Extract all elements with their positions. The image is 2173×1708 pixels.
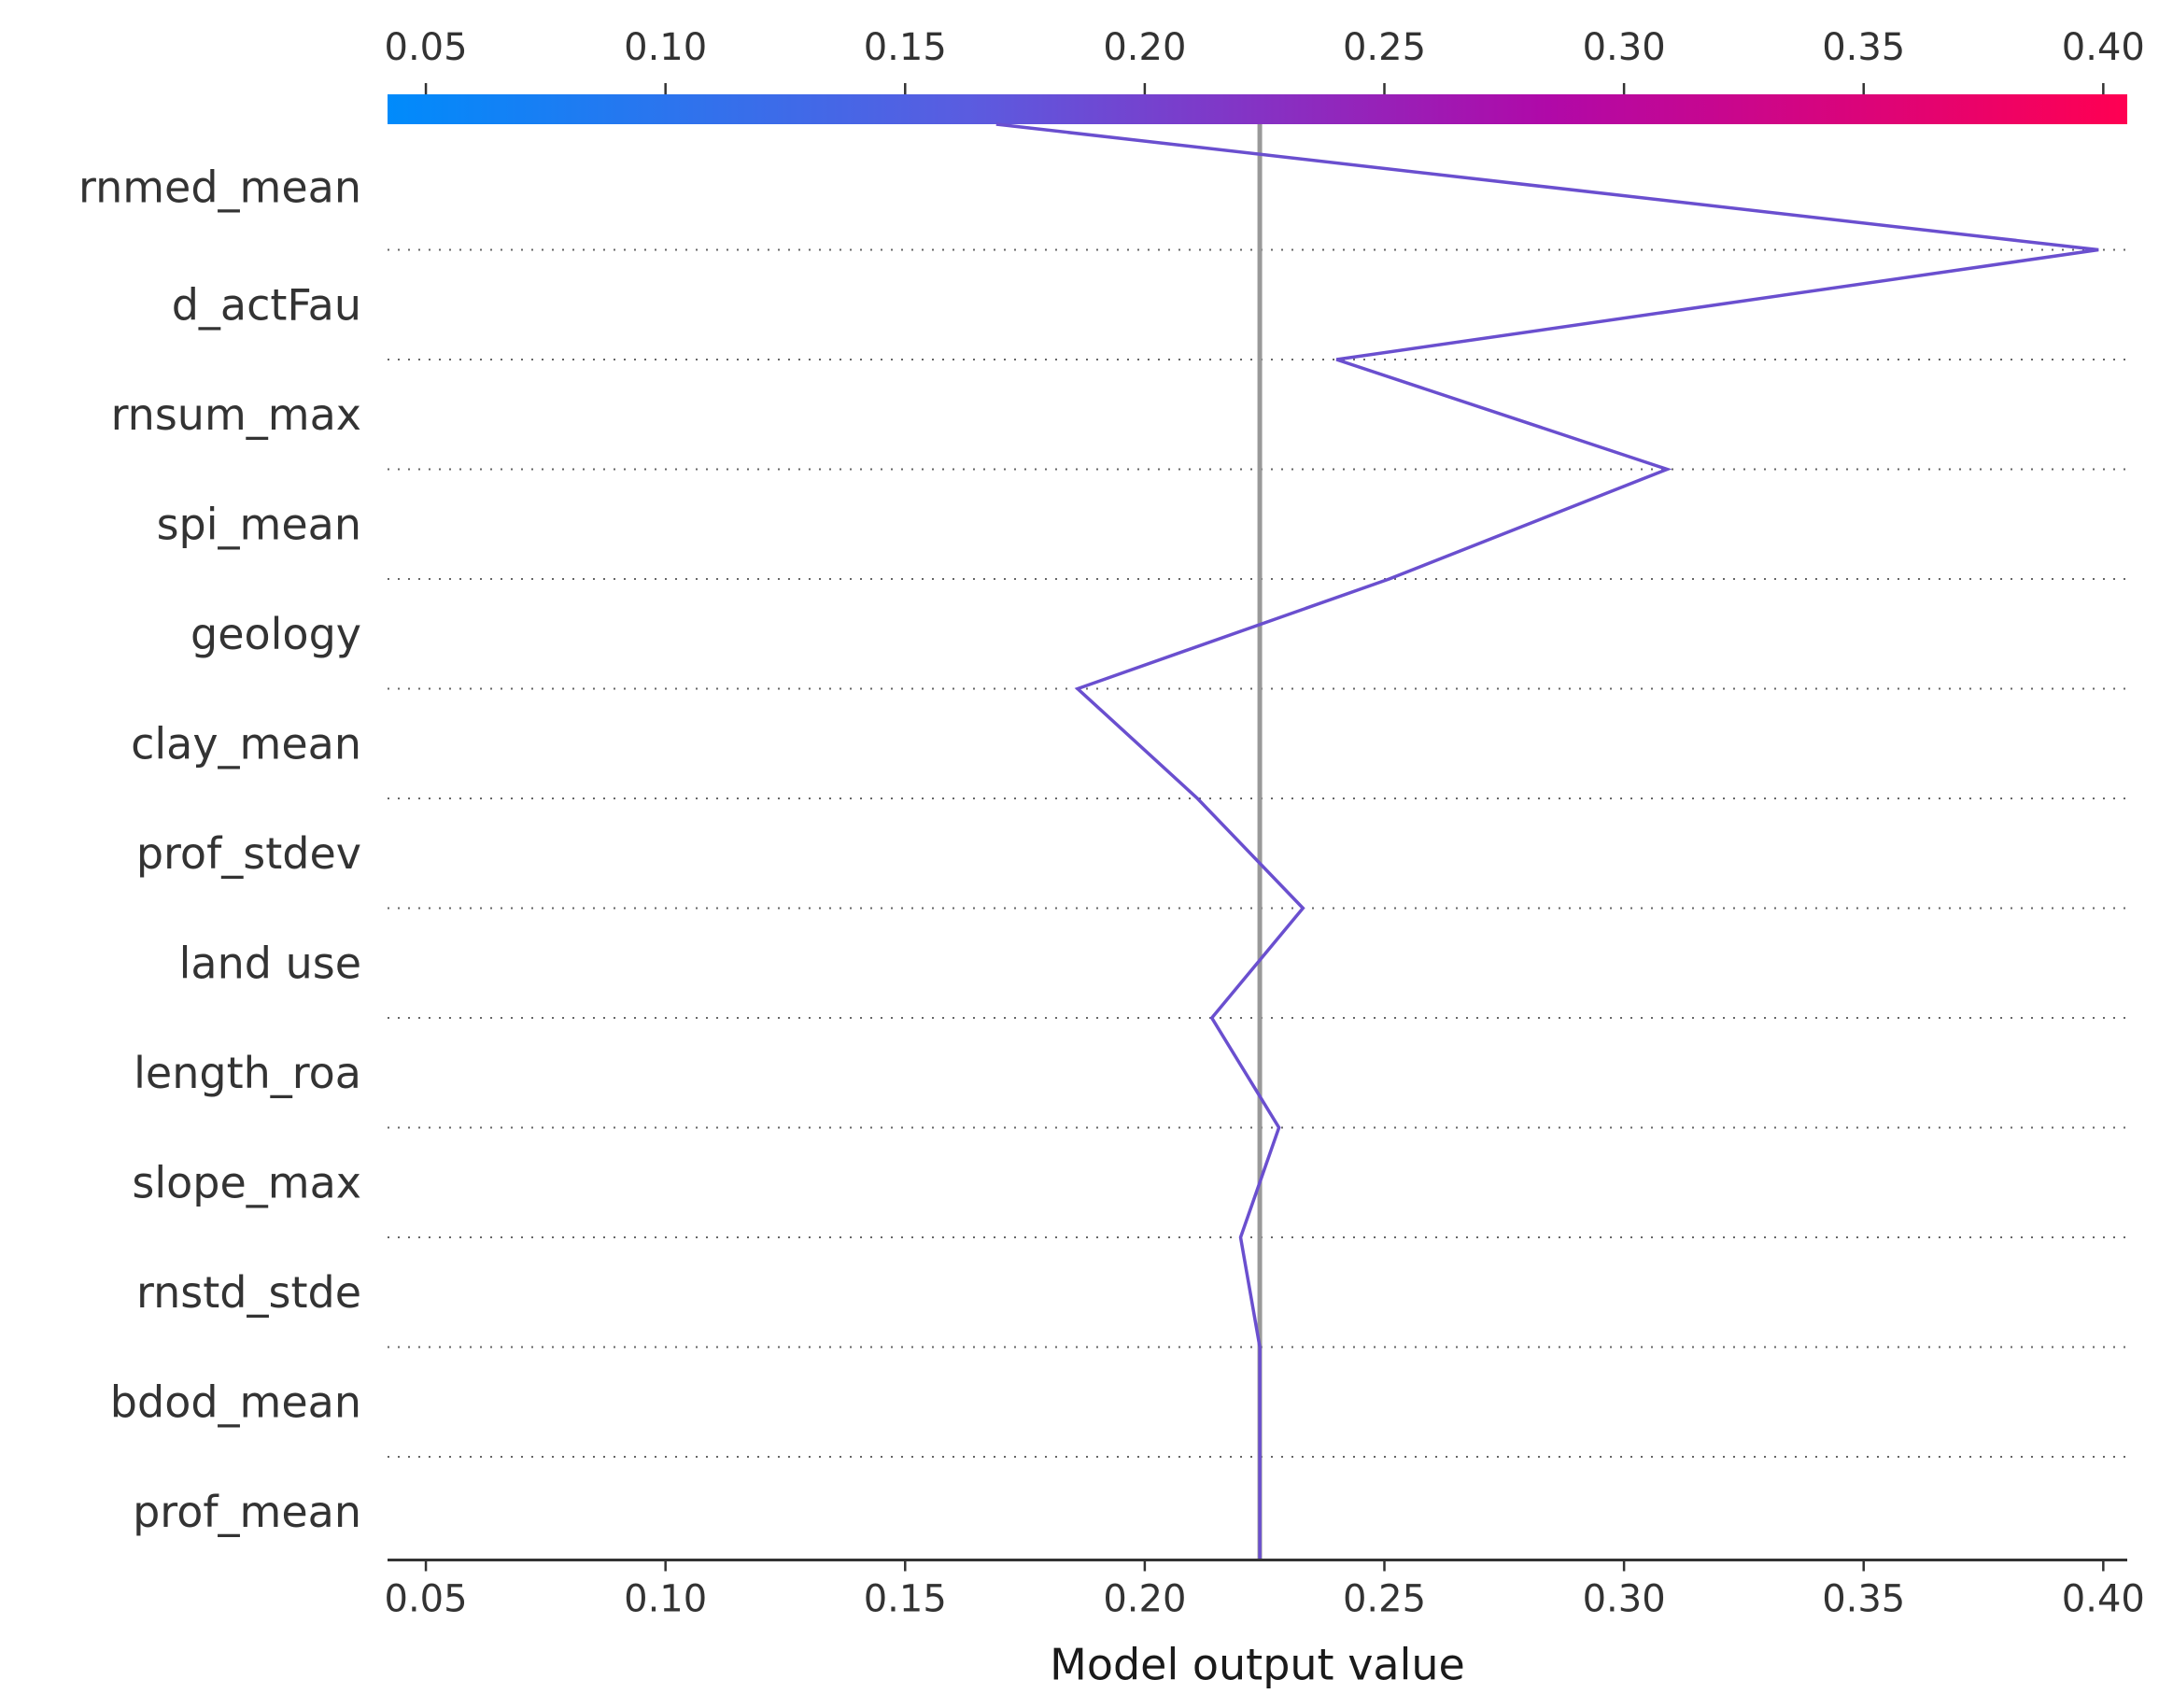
top-tick-label: 0.10 (624, 26, 707, 69)
feature-label: rnstd_stde (136, 1267, 361, 1318)
feature-label: clay_mean (131, 718, 361, 769)
feature-label: prof_mean (133, 1487, 361, 1537)
top-tick-label: 0.40 (2062, 26, 2145, 69)
x-tick-label: 0.25 (1343, 1578, 1426, 1621)
top-tick-label: 0.20 (1103, 26, 1186, 69)
top-tick-label: 0.15 (864, 26, 947, 69)
colorbar (388, 94, 2127, 124)
x-axis-title: Model output value (1050, 1640, 1465, 1690)
x-tick-label: 0.10 (624, 1578, 707, 1621)
x-tick-label: 0.05 (385, 1578, 468, 1621)
feature-label: spi_mean (157, 499, 361, 549)
decision-path-line (995, 122, 2099, 1560)
top-tick-label: 0.25 (1343, 26, 1426, 69)
feature-label: geology (190, 609, 361, 659)
top-axis-ticks: 0.05 0.10 0.15 0.20 0.25 0.30 0.35 0.40 (385, 26, 2145, 94)
top-tick-label: 0.35 (1822, 26, 1905, 69)
feature-label: length_roa (134, 1048, 361, 1098)
x-tick-label: 0.30 (1583, 1578, 1666, 1621)
top-tick-label: 0.05 (385, 26, 468, 69)
feature-label: rnsum_max (111, 389, 361, 440)
feature-label: bdod_mean (110, 1376, 361, 1427)
feature-label: land use (179, 938, 361, 988)
x-tick-label: 0.40 (2062, 1578, 2145, 1621)
x-tick-label: 0.35 (1822, 1578, 1905, 1621)
x-tick-label: 0.20 (1103, 1578, 1186, 1621)
feature-label: slope_max (132, 1157, 361, 1207)
top-tick-label: 0.30 (1583, 26, 1666, 69)
x-tick-label: 0.15 (864, 1578, 947, 1621)
feature-labels: rnmed_mean d_actFau rnsum_max spi_meangeolo… (78, 162, 361, 1537)
feature-label: prof_stdev (136, 828, 361, 879)
bottom-axis-ticks: 0.05 0.10 0.15 0.20 0.25 0.30 0.35 0.40 (385, 1560, 2145, 1621)
feature-label: d_actFau (172, 279, 361, 330)
gridlines (388, 248, 2127, 1458)
feature-label: rnmed_mean (78, 162, 361, 212)
